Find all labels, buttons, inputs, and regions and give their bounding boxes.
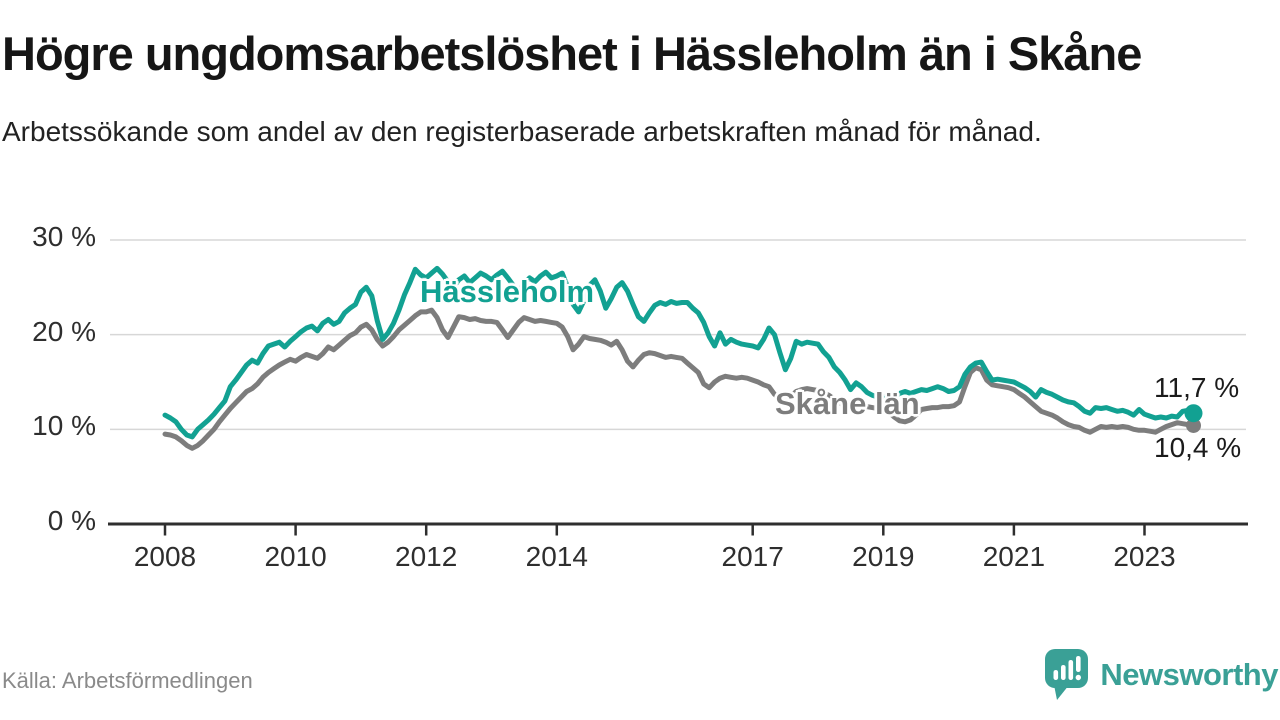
- chart-title: Högre ungdomsarbetslöshet i Hässleholm ä…: [2, 27, 1142, 80]
- skane-series-label: Skåne län: [775, 386, 920, 421]
- hassleholm-end-value: 11,7 %: [1154, 372, 1240, 403]
- x-axis-label-2014: 2014: [525, 541, 588, 572]
- hassleholm-series-label: Hässleholm: [420, 274, 595, 309]
- chart-subtitle: Arbetssökande som andel av den registerb…: [2, 116, 1042, 147]
- x-axis-label-2008: 2008: [133, 541, 197, 572]
- gridlines-group: [110, 239, 1246, 431]
- skane-end-value: 10,4 %: [1154, 432, 1242, 463]
- brand-name: Newsworthy: [1100, 657, 1278, 692]
- brand-logo: Newsworthy: [1044, 646, 1278, 704]
- x-axis-label-2023: 2023: [1113, 541, 1176, 572]
- hassleholm-line: [162, 265, 1196, 440]
- y-axis-label-30: 30 %: [32, 221, 96, 252]
- x-axis-label-2012: 2012: [395, 541, 458, 572]
- skane-end-dot: [1186, 418, 1201, 433]
- y-axis-label-10: 10 %: [32, 410, 96, 442]
- newsworthy-bubble-icon: [1045, 649, 1089, 700]
- y-axis-label-20: 20 %: [32, 315, 96, 347]
- skane-line: [162, 307, 1196, 451]
- hassleholm-end-dot: [1184, 404, 1203, 423]
- x-axis-label-2019: 2019: [852, 541, 915, 572]
- x-axis-ticks-group: [163, 524, 1146, 536]
- x-axis-label-2021: 2021: [982, 541, 1046, 572]
- x-axis-label-2010: 2010: [264, 541, 327, 572]
- source-note: Källa: Arbetsförmedlingen: [2, 668, 253, 693]
- y-axis-label-0: 0 %: [47, 505, 96, 536]
- x-axis-label-2017: 2017: [721, 541, 784, 572]
